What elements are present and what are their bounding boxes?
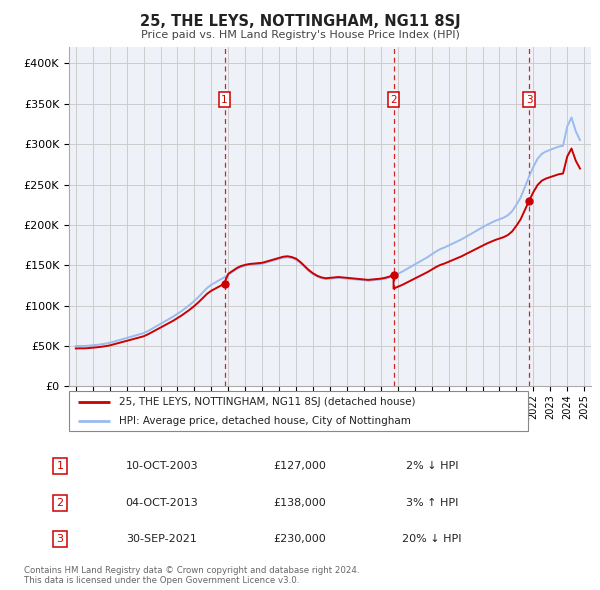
Text: £230,000: £230,000 xyxy=(274,535,326,544)
Text: 04-OCT-2013: 04-OCT-2013 xyxy=(125,498,199,507)
FancyBboxPatch shape xyxy=(69,391,528,431)
Text: 10-OCT-2003: 10-OCT-2003 xyxy=(125,461,199,471)
Text: 3: 3 xyxy=(56,535,64,544)
Text: 1: 1 xyxy=(56,461,64,471)
Text: 2% ↓ HPI: 2% ↓ HPI xyxy=(406,461,458,471)
Text: 20% ↓ HPI: 20% ↓ HPI xyxy=(402,535,462,544)
Text: 2: 2 xyxy=(56,498,64,507)
Text: 2: 2 xyxy=(390,95,397,105)
Text: £138,000: £138,000 xyxy=(274,498,326,507)
Text: 1: 1 xyxy=(221,95,228,105)
Text: 25, THE LEYS, NOTTINGHAM, NG11 8SJ (detached house): 25, THE LEYS, NOTTINGHAM, NG11 8SJ (deta… xyxy=(119,397,416,407)
Text: £127,000: £127,000 xyxy=(274,461,326,471)
Text: Contains HM Land Registry data © Crown copyright and database right 2024.
This d: Contains HM Land Registry data © Crown c… xyxy=(24,566,359,585)
Text: 3% ↑ HPI: 3% ↑ HPI xyxy=(406,498,458,507)
Text: 3: 3 xyxy=(526,95,532,105)
Text: 30-SEP-2021: 30-SEP-2021 xyxy=(127,535,197,544)
Text: HPI: Average price, detached house, City of Nottingham: HPI: Average price, detached house, City… xyxy=(119,416,412,425)
Text: 25, THE LEYS, NOTTINGHAM, NG11 8SJ: 25, THE LEYS, NOTTINGHAM, NG11 8SJ xyxy=(140,14,460,29)
Text: Price paid vs. HM Land Registry's House Price Index (HPI): Price paid vs. HM Land Registry's House … xyxy=(140,30,460,40)
